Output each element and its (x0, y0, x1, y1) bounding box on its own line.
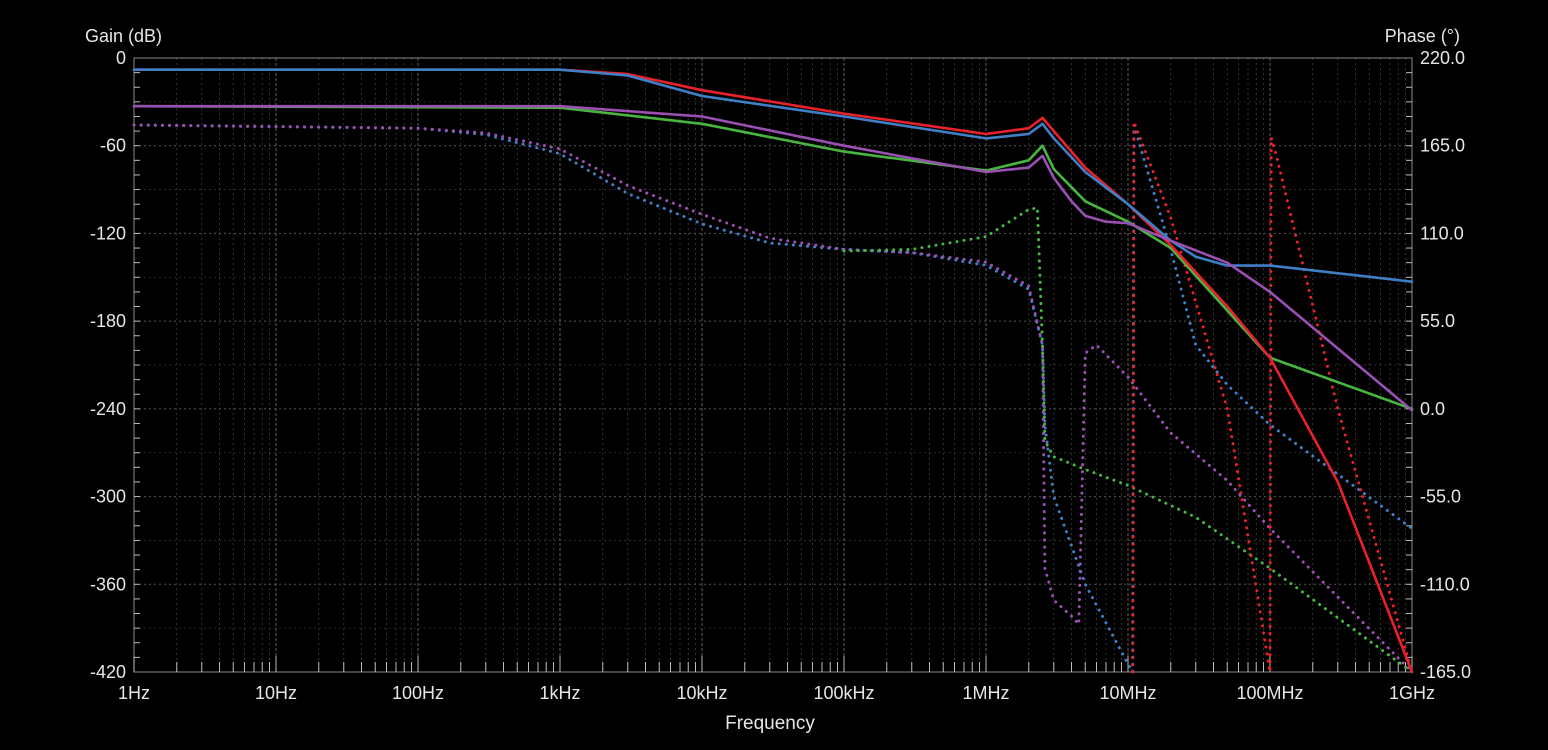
series-green-phase-dotted (842, 206, 1414, 674)
y-right-tick-label: 165.0 (1420, 136, 1465, 156)
y-left-tick-label: -60 (100, 136, 126, 156)
series-group (132, 68, 1414, 674)
x-tick-label: 1Hz (118, 683, 150, 703)
series-purple-gain-solid (132, 104, 1414, 412)
x-tick-label: 10MHz (1099, 683, 1156, 703)
series-blue-gain-solid (132, 68, 1414, 284)
y-right-tick-label: 55.0 (1420, 311, 1455, 331)
y-right-tick-label: -165.0 (1420, 662, 1471, 682)
y-left-axis-label: Gain (dB) (85, 26, 162, 46)
y-right-axis-label: Phase (°) (1385, 26, 1460, 46)
x-axis-label: Frequency (725, 713, 815, 734)
series-purple-phase-dotted (132, 123, 1414, 674)
x-tick-label: 10kHz (676, 683, 727, 703)
axes: 1Hz 10Hz 100Hz 1kHz 10kHz 100kHz 1MHz 10MHz 100M… (90, 48, 1471, 703)
y-right-tick-label: 220.0 (1420, 48, 1465, 68)
y-left-tick-label: -120 (90, 223, 126, 243)
x-tick-label: 100MHz (1236, 683, 1303, 703)
y-left-tick-label: -360 (90, 574, 126, 594)
series-red-phase-dotted (1131, 120, 1414, 674)
y-right-tick-label: 0.0 (1420, 399, 1445, 419)
y-right-tick-label: -110.0 (1420, 574, 1470, 594)
x-tick-label: 10Hz (255, 683, 297, 703)
y-left-tick-label: -420 (90, 662, 126, 682)
y-left-tick-label: -180 (90, 311, 126, 331)
x-tick-label: 1kHz (539, 683, 580, 703)
y-left-tick-label: 0 (116, 48, 126, 68)
y-right-tick-label: -55.0 (1420, 487, 1461, 507)
x-tick-label: 100kHz (813, 683, 874, 703)
series-green-gain-solid (132, 104, 1414, 411)
y-right-tick-label: 110.0 (1420, 223, 1464, 243)
x-tick-label: 1GHz (1389, 683, 1435, 703)
x-tick-label: 1MHz (962, 683, 1009, 703)
grid (133, 57, 1413, 673)
series-red-gain-solid (132, 68, 1414, 674)
y-left-tick-label: -240 (90, 399, 126, 419)
y-left-tick-label: -300 (90, 487, 126, 507)
x-tick-label: 100Hz (392, 683, 444, 703)
series-blue-phase-dotted (132, 123, 1414, 674)
